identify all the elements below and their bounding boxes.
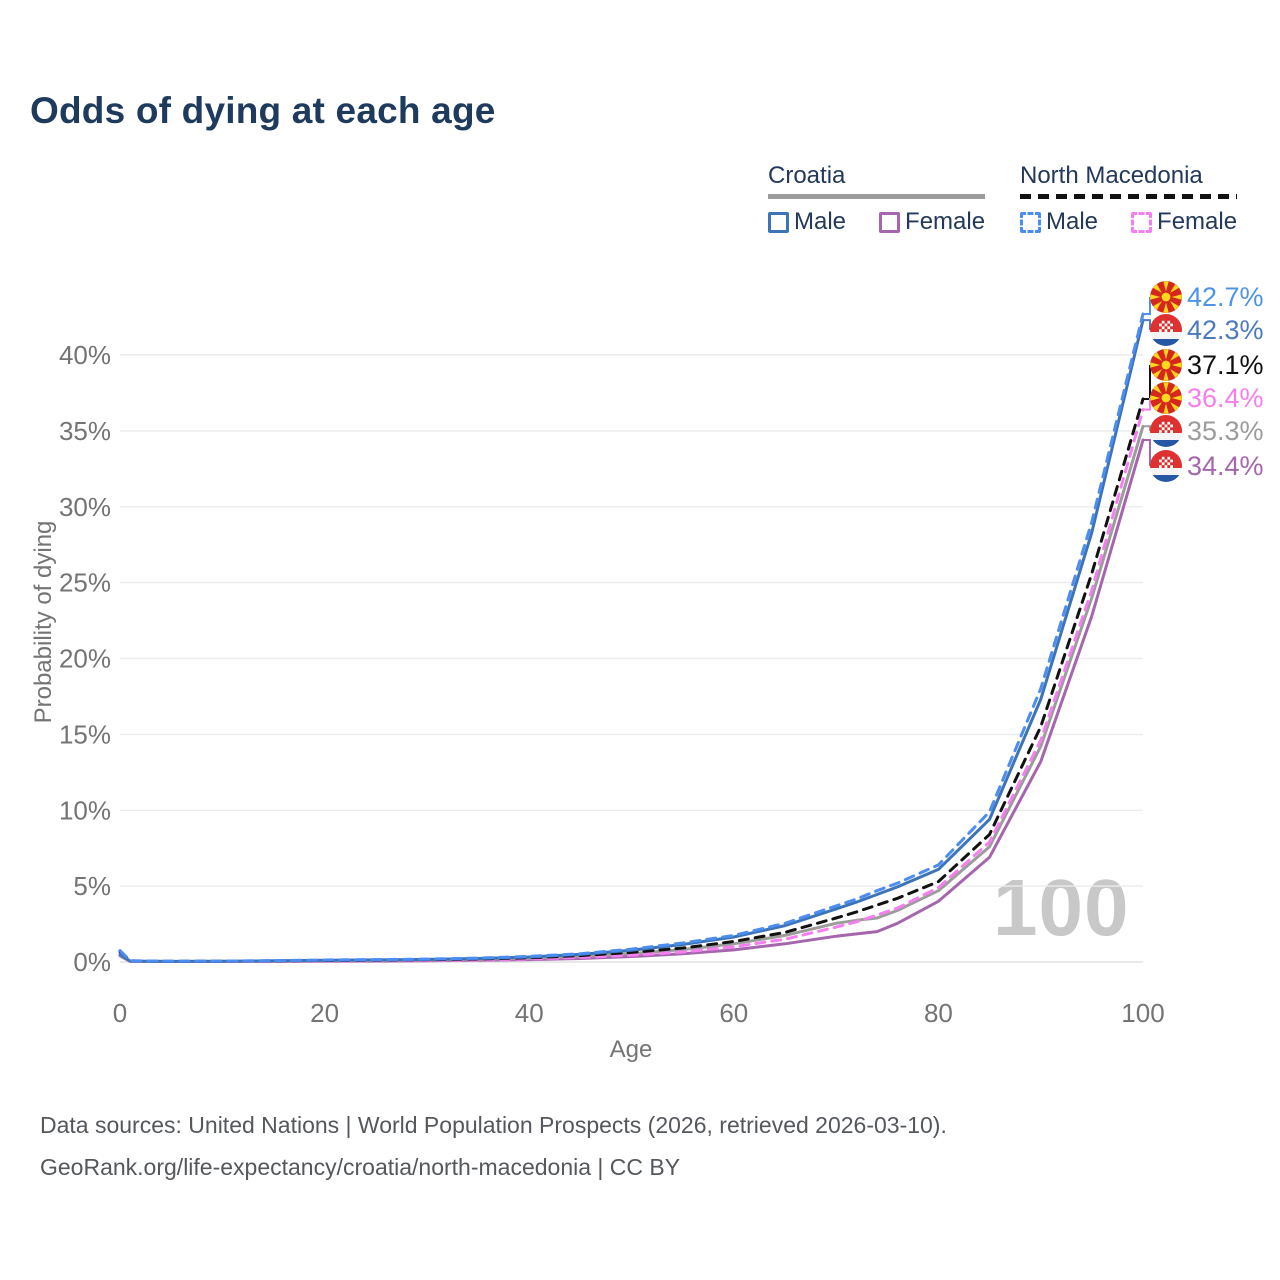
y-tick-label: 15%	[59, 719, 111, 749]
legend-north-macedonia-label: North Macedonia	[1020, 162, 1203, 189]
data-sources-line: Data sources: United Nations | World Pop…	[40, 1112, 947, 1138]
x-tick-label: 0	[113, 998, 127, 1028]
legend-item-croatia-male[interactable]: Male	[768, 208, 846, 236]
croatia-female-swatch-icon	[879, 211, 901, 233]
legend-item-croatia-female[interactable]: Female	[879, 208, 985, 236]
attribution-line: GeoRank.org/life-expectancy/croatia/nort…	[40, 1154, 681, 1180]
end-label-connector-north-macedonia-female	[1143, 398, 1151, 411]
page-title: Odds of dying at each age	[30, 90, 496, 131]
north-macedonia-flag-icon	[1150, 281, 1182, 313]
legend-croatia-female-label: Female	[905, 208, 986, 235]
legend-north-macedonia-female-label: Female	[1157, 208, 1238, 235]
end-label-value-croatia-total: 35.3%	[1187, 416, 1264, 446]
y-tick-label: 5%	[73, 871, 111, 901]
legend-group-croatia: Croatia Male Female	[768, 162, 986, 236]
end-label-value-croatia-male: 42.3%	[1187, 315, 1264, 345]
line-croatia-male[interactable]	[118, 318, 1145, 963]
x-tick-label: 60	[719, 998, 748, 1028]
legend-item-north-macedonia-male[interactable]: Male	[1020, 208, 1098, 236]
end-label-value-croatia-female: 34.4%	[1187, 451, 1264, 481]
end-label-value-north-macedonia-total: 37.1%	[1187, 350, 1264, 380]
north-macedonia-male-swatch-icon	[1020, 211, 1041, 233]
end-label-connector-croatia-total	[1143, 425, 1151, 431]
legend-north-macedonia-header[interactable]: North Macedonia	[1020, 162, 1238, 199]
legend-group-north-macedonia: North Macedonia Male Female	[1020, 162, 1238, 236]
x-tick-label: 80	[924, 998, 953, 1028]
north-macedonia-line-style-icon	[1020, 194, 1238, 199]
age-counter-watermark: 100	[993, 863, 1130, 952]
x-tick-label: 20	[310, 998, 339, 1028]
y-tick-label: 0%	[73, 947, 111, 977]
end-label-connector-north-macedonia-male	[1143, 297, 1151, 315]
croatia-flag-icon	[1150, 450, 1182, 482]
end-label-value-north-macedonia-female: 36.4%	[1187, 383, 1264, 413]
north-macedonia-flag-icon	[1150, 382, 1182, 414]
line-north-macedonia-female[interactable]	[118, 408, 1145, 963]
legend-item-north-macedonia-female[interactable]: Female	[1131, 208, 1237, 236]
end-label-connector-north-macedonia-total	[1143, 365, 1151, 400]
north-macedonia-female-swatch-icon	[1131, 211, 1153, 233]
footer: Data sources: United Nations | World Pop…	[40, 1104, 947, 1188]
line-croatia-female[interactable]	[118, 438, 1145, 963]
x-axis-title: Age	[609, 1036, 653, 1063]
legend-croatia-label: Croatia	[768, 162, 846, 189]
croatia-flag-icon	[1150, 314, 1182, 346]
legend-croatia-header[interactable]: Croatia	[768, 162, 986, 199]
x-tick-label: 100	[1121, 998, 1164, 1028]
line-north-macedonia-total[interactable]	[118, 397, 1145, 963]
end-label-connector-croatia-male	[1143, 319, 1151, 330]
croatia-line-style-icon	[768, 194, 986, 199]
y-tick-label: 40%	[59, 340, 111, 370]
end-label-value-north-macedonia-male: 42.7%	[1187, 282, 1264, 312]
y-tick-label: 25%	[59, 568, 111, 598]
x-tick-label: 40	[515, 998, 544, 1028]
croatia-male-swatch-icon	[768, 211, 789, 233]
legend-north-macedonia-male-label: Male	[1046, 208, 1099, 235]
y-axis-title: Probability of dying	[30, 520, 57, 724]
line-north-macedonia-male[interactable]	[118, 312, 1145, 963]
legend-croatia-male-label: Male	[794, 208, 847, 235]
croatia-flag-icon	[1150, 415, 1182, 447]
north-macedonia-flag-icon	[1150, 349, 1182, 381]
plot-area: 0% 5% 10% 15% 20% 25% 30% 35% 40% 0 20 40 60 80 100 42.…	[59, 281, 1264, 1028]
y-tick-label: 30%	[59, 492, 111, 522]
y-tick-label: 35%	[59, 416, 111, 446]
end-label-connector-croatia-female	[1143, 439, 1151, 466]
y-tick-label: 10%	[59, 795, 111, 825]
y-tick-label: 20%	[59, 644, 111, 674]
